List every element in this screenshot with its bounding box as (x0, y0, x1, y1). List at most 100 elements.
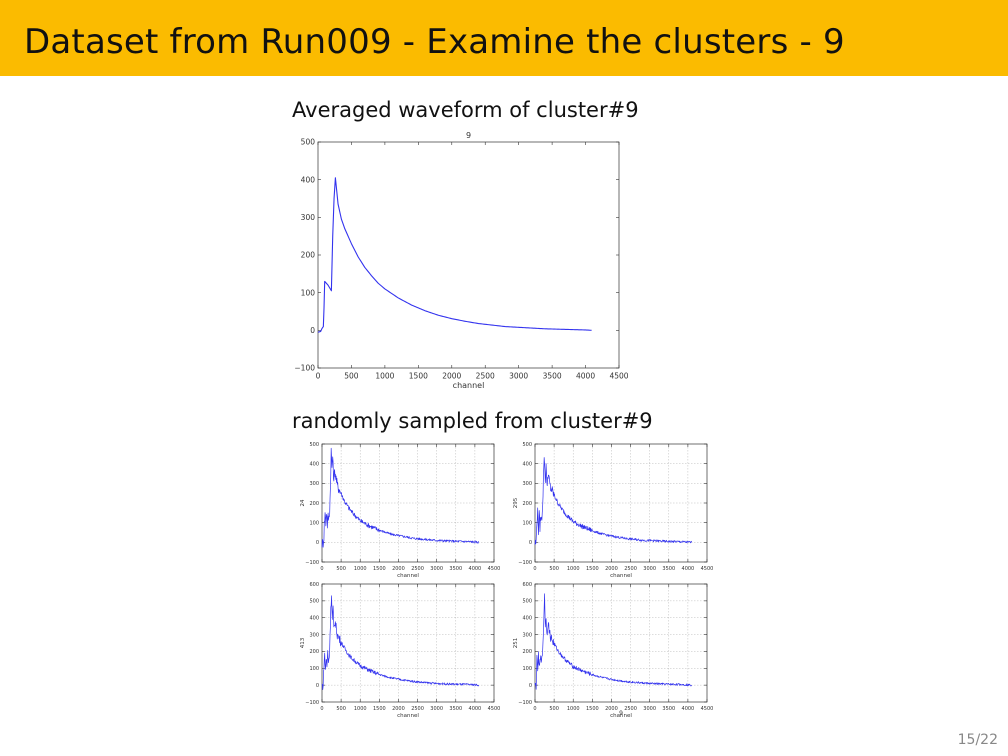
y-tick-label: 0 (316, 683, 319, 689)
y-axis-label: 24 (300, 499, 306, 506)
x-tick-label: 3000 (430, 706, 443, 712)
chart-title: 9 (619, 710, 623, 717)
x-tick-label: 4500 (609, 372, 628, 381)
x-tick-label: 3500 (662, 566, 675, 572)
y-tick-label: 400 (522, 615, 532, 621)
x-tick-label: 4500 (701, 706, 714, 712)
x-tick-label: 1000 (354, 706, 367, 712)
x-tick-label: 4000 (469, 706, 482, 712)
x-tick-label: 3500 (449, 566, 462, 572)
y-tick-label: −100 (518, 560, 532, 566)
x-tick-label: 4000 (682, 706, 695, 712)
x-tick-label: 4000 (576, 372, 595, 381)
x-tick-label: 3000 (643, 566, 656, 572)
sample-chart-1: 0 500 1000 1500 2000 2500 3000 3500 4000 4500 −100… (300, 442, 501, 579)
y-tick-label: 200 (522, 649, 532, 655)
header-bar: Dataset from Run009 - Examine the cluste… (0, 0, 1008, 76)
x-tick-label: 3500 (662, 706, 675, 712)
x-tick-label: 4500 (488, 566, 501, 572)
chart-title: 9 (466, 131, 471, 140)
plot-frame (317, 141, 620, 369)
sample-chart-2: 0 500 1000 1500 2000 2500 3000 3500 4000 4500 −100… (513, 442, 714, 579)
x-tick-label: 4000 (682, 566, 695, 572)
x-tick-label: 3500 (543, 372, 562, 381)
x-tick-label: 4500 (701, 566, 714, 572)
x-tick-label: 2500 (624, 566, 637, 572)
x-tick-label: 500 (549, 706, 559, 712)
y-tick-label: 500 (301, 138, 316, 147)
x-tick-label: 1000 (354, 566, 367, 572)
y-tick-label: 100 (309, 666, 319, 672)
y-tick-label: 400 (522, 461, 532, 467)
x-tick-label: 1000 (567, 566, 580, 572)
averaged-waveform-heading: Averaged waveform of cluster#9 (292, 98, 639, 122)
series-line (534, 457, 693, 545)
x-tick-label: 0 (320, 706, 323, 712)
y-tick-label: 500 (522, 599, 532, 605)
y-tick-label: 300 (301, 213, 316, 222)
x-tick-label: 1000 (375, 372, 394, 381)
y-tick-label: 200 (301, 251, 316, 260)
y-tick-label: −100 (518, 700, 532, 706)
x-tick-label: 4500 (488, 706, 501, 712)
y-tick-label: 100 (309, 520, 319, 526)
x-tick-label: 2000 (392, 706, 405, 712)
sample-chart-3: 0 500 1000 1500 2000 2500 3000 3500 4000 4500−100… (300, 582, 501, 719)
y-axis-label: 413 (300, 637, 306, 648)
x-tick-label: 2000 (605, 706, 618, 712)
series-line (317, 177, 592, 333)
sampled-waveforms-heading: randomly sampled from cluster#9 (292, 409, 653, 433)
x-tick-label: 0 (316, 372, 321, 381)
y-tick-label: −100 (294, 364, 315, 373)
x-tick-label: 3500 (449, 706, 462, 712)
y-tick-label: 500 (309, 442, 319, 448)
averaged-waveform-chart: 0 500 1000 1500 2000 2500 3000 3500 4000 4500−100… (294, 131, 628, 390)
y-tick-label: 100 (522, 520, 532, 526)
x-tick-label: 1500 (409, 372, 428, 381)
x-axis-label: channel (610, 573, 632, 579)
y-tick-label: 400 (309, 615, 319, 621)
plot-frame (321, 443, 495, 563)
x-tick-label: 0 (320, 566, 323, 572)
x-tick-label: 2000 (605, 566, 618, 572)
x-tick-label: 1500 (586, 706, 599, 712)
x-tick-label: 3000 (643, 706, 656, 712)
series-line (321, 447, 480, 548)
x-tick-label: 1500 (373, 566, 386, 572)
x-tick-label: 2500 (411, 566, 424, 572)
x-tick-label: 1500 (586, 566, 599, 572)
series-line (534, 593, 693, 690)
x-tick-label: 2500 (411, 706, 424, 712)
y-tick-label: 500 (522, 442, 532, 448)
y-tick-label: −100 (305, 560, 319, 566)
x-axis-label: channel (610, 713, 632, 719)
x-tick-label: 2000 (392, 566, 405, 572)
plot-frame (534, 443, 708, 563)
y-tick-label: 200 (309, 501, 319, 507)
y-axis-label: 295 (513, 497, 519, 508)
plot-frame (534, 583, 708, 703)
x-tick-label: 4000 (469, 566, 482, 572)
y-tick-label: 300 (309, 481, 319, 487)
y-tick-label: 600 (522, 582, 532, 588)
x-tick-label: 3000 (430, 566, 443, 572)
x-axis-label: channel (397, 713, 419, 719)
x-tick-label: 500 (549, 566, 559, 572)
series-line (321, 595, 480, 690)
x-axis-label: channel (397, 573, 419, 579)
y-axis-label: 251 (513, 638, 519, 649)
x-tick-label: 500 (336, 706, 346, 712)
x-tick-label: 500 (336, 566, 346, 572)
y-tick-label: 500 (309, 599, 319, 605)
y-tick-label: 400 (301, 175, 316, 184)
y-tick-label: 100 (301, 288, 316, 297)
y-tick-label: 300 (309, 632, 319, 638)
x-axis-label: channel (453, 381, 485, 390)
x-tick-label: 0 (533, 566, 536, 572)
y-tick-label: 300 (522, 481, 532, 487)
plot-frame (321, 583, 495, 703)
page-number: 15/22 (957, 732, 998, 748)
x-tick-label: 500 (344, 372, 359, 381)
x-tick-label: 1500 (373, 706, 386, 712)
x-tick-label: 3000 (509, 372, 528, 381)
